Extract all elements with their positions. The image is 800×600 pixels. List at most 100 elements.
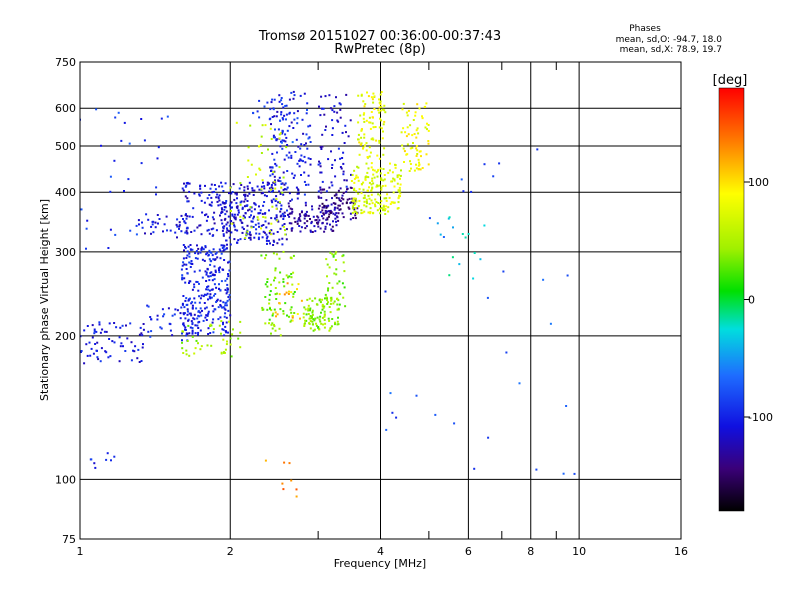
- data-point: [317, 216, 320, 219]
- data-point: [207, 298, 209, 301]
- data-point: [282, 106, 285, 109]
- data-point: [307, 157, 310, 160]
- data-point: [266, 278, 269, 281]
- data-point: [215, 286, 218, 289]
- data-point: [415, 394, 418, 397]
- data-point: [365, 200, 368, 203]
- data-point: [212, 273, 215, 276]
- data-point: [130, 341, 133, 344]
- data-point: [280, 204, 283, 207]
- data-point: [337, 120, 340, 123]
- data-point: [95, 108, 98, 111]
- data-point: [142, 328, 145, 331]
- data-point: [331, 184, 334, 187]
- data-point: [220, 280, 223, 283]
- data-point: [204, 245, 207, 247]
- data-point: [282, 139, 285, 142]
- data-point: [204, 316, 207, 319]
- data-point: [217, 204, 220, 207]
- data-point: [388, 196, 391, 199]
- data-point: [286, 144, 289, 146]
- data-point: [181, 332, 183, 335]
- data-point: [326, 275, 328, 278]
- data-point: [325, 206, 328, 209]
- data-point: [264, 283, 267, 286]
- data-point: [413, 133, 416, 135]
- data-point: [374, 205, 377, 208]
- data-point: [234, 228, 237, 231]
- data-point: [460, 178, 463, 181]
- data-point: [214, 271, 217, 274]
- data-point: [98, 323, 101, 326]
- data-point: [139, 326, 142, 329]
- data-point: [325, 258, 328, 261]
- data-point: [355, 174, 358, 177]
- data-point: [283, 223, 286, 225]
- data-point: [310, 220, 313, 223]
- data-point: [233, 224, 236, 227]
- data-point: [275, 216, 278, 219]
- data-point: [416, 127, 419, 130]
- data-point: [307, 214, 310, 217]
- data-point: [309, 309, 311, 312]
- stats-line-x: mean, sd,X: 78.9, 19.7: [620, 45, 722, 55]
- data-point: [313, 328, 316, 331]
- data-point: [279, 145, 282, 148]
- data-point: [222, 328, 225, 331]
- data-point: [309, 320, 312, 322]
- data-point: [214, 269, 217, 272]
- data-point: [319, 227, 322, 230]
- data-point: [249, 206, 252, 209]
- data-point: [335, 268, 338, 271]
- data-point: [264, 212, 267, 215]
- data-point: [331, 318, 334, 320]
- y-tick-label: 75: [62, 533, 76, 546]
- data-point: [384, 213, 387, 215]
- data-point: [193, 192, 196, 195]
- data-point: [201, 211, 204, 214]
- data-point: [342, 296, 345, 299]
- data-point: [248, 192, 251, 195]
- data-point: [281, 243, 284, 246]
- data-point: [304, 204, 307, 207]
- data-point: [171, 314, 174, 317]
- data-point: [211, 321, 214, 324]
- data-point: [223, 208, 226, 211]
- data-point: [261, 179, 264, 182]
- data-point: [285, 136, 288, 139]
- data-point: [368, 186, 370, 189]
- data-point: [184, 328, 186, 331]
- data-point: [271, 205, 274, 208]
- data-point: [339, 103, 342, 106]
- data-point: [336, 111, 339, 114]
- data-point: [271, 166, 274, 169]
- data-point: [243, 189, 246, 192]
- data-point: [342, 162, 345, 165]
- data-point: [206, 267, 209, 270]
- data-point: [187, 245, 190, 248]
- data-point: [299, 317, 301, 320]
- data-point: [379, 172, 382, 175]
- data-point: [311, 231, 314, 233]
- data-point: [271, 173, 274, 176]
- data-point: [226, 340, 228, 343]
- data-point: [264, 322, 267, 325]
- data-point: [363, 204, 366, 207]
- data-point: [288, 98, 291, 101]
- data-point: [377, 168, 380, 171]
- data-point: [261, 124, 264, 127]
- data-point: [399, 174, 402, 177]
- data-point: [325, 218, 328, 221]
- data-point: [206, 197, 209, 200]
- colorbar-tick-label: 0: [748, 294, 755, 307]
- data-point: [103, 330, 106, 333]
- data-point: [175, 223, 178, 226]
- data-point: [293, 217, 296, 220]
- data-point: [186, 313, 189, 316]
- data-point: [372, 168, 374, 171]
- data-point: [357, 138, 359, 141]
- data-point: [326, 222, 329, 225]
- data-point: [317, 221, 320, 224]
- data-point: [286, 129, 289, 132]
- data-point: [453, 422, 456, 425]
